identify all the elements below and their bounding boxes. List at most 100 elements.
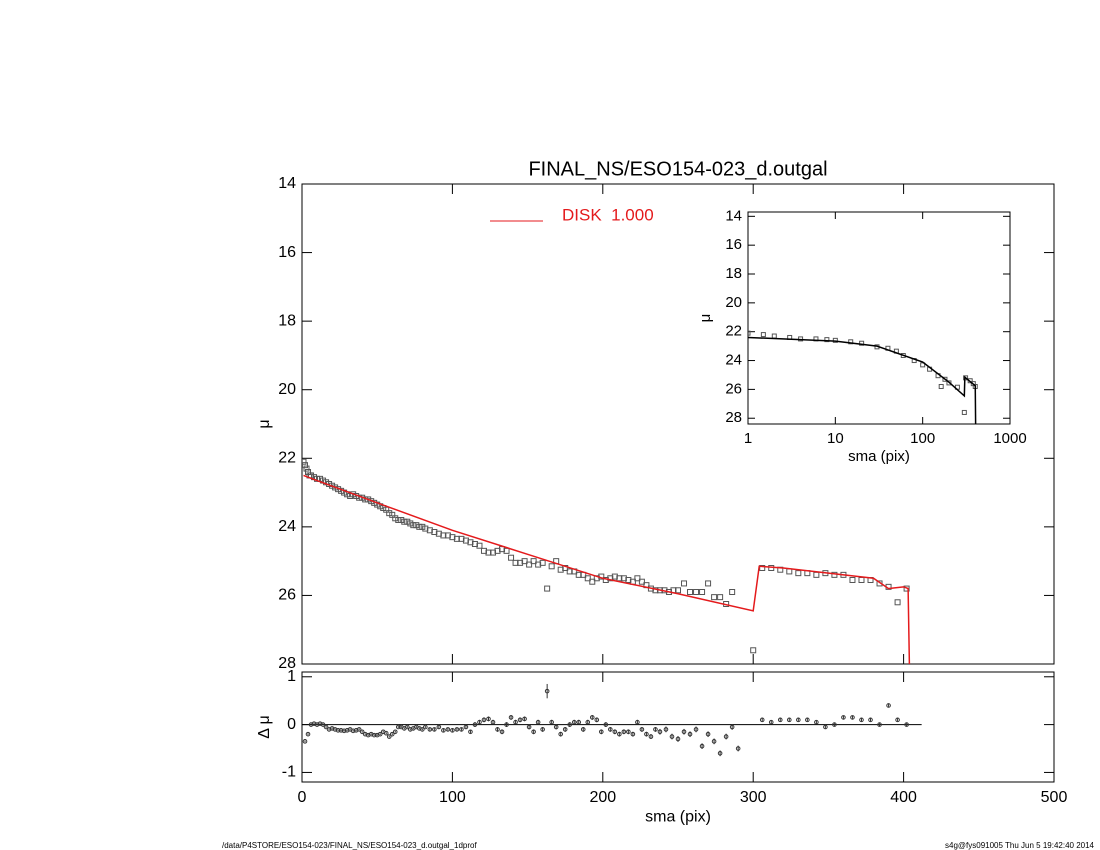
data-point [499,729,505,735]
data-point [617,731,622,737]
x-tick-label: 200 [589,789,616,806]
data-point [859,340,865,346]
x-axis-label: sma (pix) [848,448,910,465]
data-point [657,729,663,735]
y-axis-label: Δ μ [256,715,273,738]
data-point [663,727,669,732]
y-tick-label: 1 [287,668,296,685]
data-point [859,717,864,723]
data-point [302,739,308,744]
y-tick-label: 28 [725,409,742,426]
x-tick-label: 500 [1041,789,1068,806]
data-point [771,333,777,339]
data-point [634,575,641,582]
x-tick-label: 400 [890,789,917,806]
data-point [522,716,527,722]
model-line [303,474,911,664]
data-point [454,727,460,732]
y-tick-label: 26 [725,380,742,397]
data-point [303,465,310,472]
data-point [389,731,395,737]
data-point [419,523,426,530]
data-point [877,722,882,727]
data-point [441,728,446,733]
data-point [669,734,675,739]
data-point [562,727,568,732]
data-point [750,647,757,654]
data-point [477,719,482,725]
data-point [795,570,802,577]
data-point [717,751,723,756]
data-point [404,518,411,525]
data-point [824,337,830,343]
data-point [526,561,533,568]
data-point [468,729,473,735]
data-point [848,339,854,345]
data-point [445,727,451,732]
data-point [608,727,613,732]
data-point [567,722,573,727]
data-point [832,722,837,727]
y-tick-label: 28 [278,655,296,672]
data-point [540,727,545,732]
data-point [759,717,765,723]
data-point [305,731,311,737]
data-point [544,585,551,592]
data-point [687,589,694,595]
data-point [693,727,699,732]
y-tick-label: 26 [278,587,296,604]
data-point [371,732,377,738]
data-point [841,715,846,720]
data-point [432,727,437,732]
x-tick-label: 0 [298,789,307,806]
data-point [938,384,944,390]
data-point [589,578,596,585]
data-point [389,511,396,518]
model-line [748,336,977,424]
data-point [639,727,645,732]
data-point [653,727,658,732]
plot-frame [301,671,1055,783]
data-point [598,729,604,735]
x-tick-label: 1000 [993,430,1026,447]
data-point [675,587,681,594]
data-point [416,523,423,530]
plot-area [748,330,978,424]
data-point [777,717,783,723]
data-point [407,520,414,527]
data-point [760,332,766,338]
y-tick-label: -1 [282,764,296,781]
data-point [305,469,312,475]
data-point [535,719,541,725]
y-tick-label: 14 [278,175,296,192]
data-point [350,728,356,734]
data-point [420,727,425,732]
data-point [711,739,717,744]
data-point [699,743,705,749]
data-point [508,715,514,720]
data-point [513,719,518,725]
data-point [729,724,735,730]
data-point [490,719,496,725]
data-point [849,577,856,583]
data-point [868,717,873,723]
y-tick-label: 24 [725,352,742,369]
data-point [850,715,855,720]
data-point [635,719,640,725]
data-point [693,589,700,595]
data-point [589,715,595,720]
data-point [323,724,329,730]
data-point [648,734,654,739]
data-point [942,376,948,382]
data-point [320,722,326,727]
y-axis-label: μ [256,419,273,428]
y-tick-label: 24 [278,518,296,535]
data-point [675,736,681,742]
y-tick-label: 14 [725,207,742,224]
data-point [805,717,810,723]
x-tick-label: 1 [744,430,752,447]
chart-title: FINAL_NS/ESO154-023_d.outgal [528,158,827,180]
data-point [463,724,469,730]
data-point [571,719,577,725]
data-point [383,506,390,513]
